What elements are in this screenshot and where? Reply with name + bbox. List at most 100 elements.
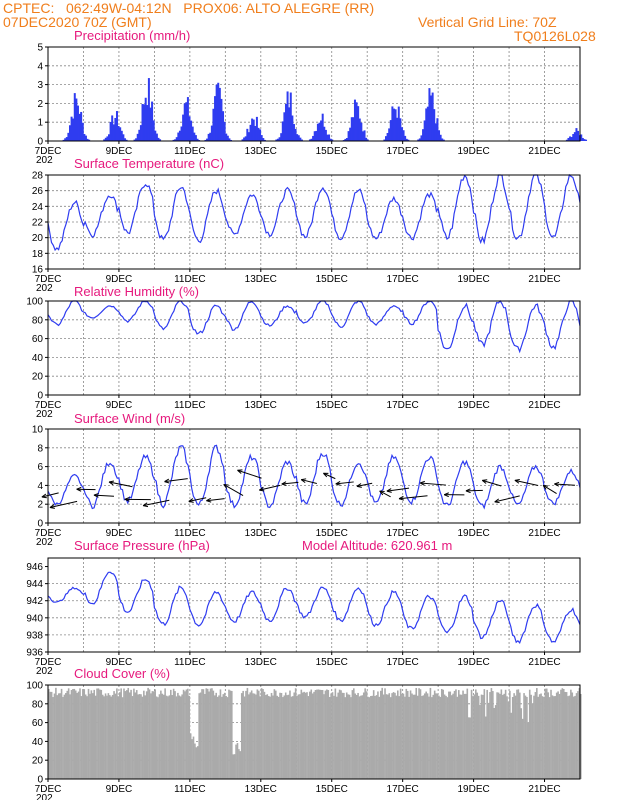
precip-bar xyxy=(320,120,323,141)
precip-bar xyxy=(152,120,155,141)
cloud-bar xyxy=(564,691,566,779)
cloud-bar xyxy=(362,692,365,779)
wind-arrow xyxy=(514,479,539,487)
cloud-bar xyxy=(225,696,227,779)
cloud-bar xyxy=(531,703,534,779)
series-line xyxy=(47,571,581,644)
cloud-bar xyxy=(167,696,169,779)
x-tick-label: 17DEC xyxy=(387,274,419,285)
precip-bar xyxy=(147,78,150,141)
cloud-bar xyxy=(436,693,439,779)
cloud-bar xyxy=(158,694,161,779)
x-tick-label: 9DEC xyxy=(106,274,133,285)
y-tick-label: 80 xyxy=(32,699,44,710)
cloud-bar xyxy=(198,693,200,779)
cloud-bar xyxy=(371,695,374,779)
cloud-bar xyxy=(292,696,294,779)
precip-bar xyxy=(220,98,223,141)
cloud-bar xyxy=(134,692,137,779)
precip-bar xyxy=(396,117,399,141)
precip-bar xyxy=(141,104,144,141)
cloud-bar xyxy=(422,695,425,779)
precip-bar xyxy=(65,137,68,141)
cloud-bar xyxy=(87,688,90,779)
cloud-bar xyxy=(168,695,171,779)
cloud-bar xyxy=(524,695,527,779)
precip-bar xyxy=(430,95,433,141)
wind-arrowhead xyxy=(223,483,229,489)
cloud-bar xyxy=(297,694,300,779)
cloud-bar xyxy=(218,695,220,779)
cloud-bar xyxy=(482,694,484,779)
wind-arrowhead xyxy=(142,502,149,508)
precip-bar xyxy=(316,123,319,141)
cloud-bar xyxy=(301,692,304,779)
cloud-bar xyxy=(228,689,230,779)
cloud-bar xyxy=(60,688,63,779)
cloud-bar xyxy=(509,690,511,779)
cloud-bar xyxy=(504,689,507,779)
cloud-bar xyxy=(448,691,450,779)
precip-bar xyxy=(431,92,434,141)
cloud-bar xyxy=(196,746,199,779)
x-tick-fragment: 202 xyxy=(36,666,53,677)
precip-bar xyxy=(175,137,178,141)
cloud-bar xyxy=(476,692,479,779)
cloud-bar xyxy=(303,691,305,779)
precip-bar xyxy=(275,139,278,141)
precip-bar xyxy=(210,125,213,141)
y-tick-label: 40 xyxy=(32,353,44,364)
wind-arrowhead xyxy=(514,478,520,484)
x-tick-label: 13DEC xyxy=(245,528,277,539)
cloud-bar xyxy=(311,693,314,779)
cloud-bar xyxy=(86,696,88,779)
x-tick-label: 13DEC xyxy=(245,146,277,157)
precip-bar xyxy=(418,138,421,141)
cloud-bar xyxy=(157,697,159,779)
cloud-bar xyxy=(57,693,60,779)
precip-bar xyxy=(277,138,280,141)
wind-arrow xyxy=(49,500,78,508)
cloud-bar xyxy=(276,695,279,779)
cloud-bar xyxy=(467,717,470,779)
precip-bar xyxy=(391,106,394,141)
cloud-bar xyxy=(93,689,95,779)
cloud-bar xyxy=(408,696,410,779)
precip-bar xyxy=(360,122,363,141)
cloud-bar xyxy=(48,689,50,779)
precip-bar xyxy=(366,139,369,141)
cloud-bar xyxy=(412,694,415,779)
precip-bar xyxy=(196,138,199,141)
precip-bar xyxy=(392,108,395,141)
cloud-bar xyxy=(555,692,558,779)
panel-title: Relative Humidity (%) xyxy=(74,284,199,299)
cloud-bar xyxy=(229,690,232,779)
precip-bar xyxy=(331,139,334,141)
cloud-bar xyxy=(66,690,69,779)
cloud-bar xyxy=(111,694,114,779)
cloud-bar xyxy=(135,690,138,779)
precip-bar xyxy=(400,127,403,141)
y-tick-label: 80 xyxy=(32,315,44,326)
cloud-bar xyxy=(518,692,521,779)
cloud-bar xyxy=(290,696,293,779)
cloud-bar xyxy=(459,694,462,779)
precip-bar xyxy=(315,130,318,141)
precip-bar xyxy=(75,98,78,141)
precip-bar xyxy=(407,139,410,141)
cloud-bar xyxy=(575,693,578,779)
wind-arrowhead xyxy=(93,492,99,498)
precip-bar xyxy=(263,139,266,141)
cloud-bar xyxy=(550,689,552,779)
cloud-bar xyxy=(496,692,498,779)
cloud-bar xyxy=(527,722,530,779)
cloud-bar xyxy=(534,692,537,779)
panel-title: Surface Temperature (nC) xyxy=(74,156,224,171)
cloud-bar xyxy=(195,747,198,779)
cloud-bar xyxy=(69,694,71,779)
wind-arrowhead xyxy=(465,488,471,494)
precip-bar xyxy=(252,119,255,141)
cloud-bar xyxy=(414,694,416,779)
precip-bar xyxy=(358,118,361,141)
y-tick-label: 100 xyxy=(26,681,43,692)
